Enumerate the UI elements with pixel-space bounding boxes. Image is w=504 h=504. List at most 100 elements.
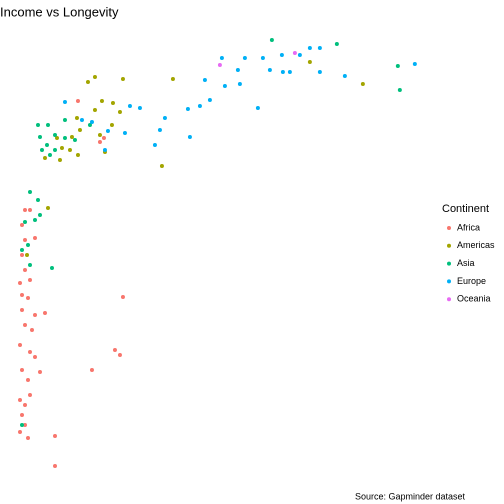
point bbox=[217, 63, 222, 67]
point bbox=[19, 223, 24, 227]
caption: Source: Gapminder dataset bbox=[355, 491, 466, 501]
point bbox=[162, 116, 167, 120]
point bbox=[97, 133, 102, 137]
point bbox=[99, 99, 104, 103]
point bbox=[22, 403, 27, 407]
point bbox=[49, 266, 54, 270]
point bbox=[102, 148, 107, 152]
point bbox=[25, 243, 30, 247]
point bbox=[207, 98, 212, 102]
point bbox=[137, 106, 142, 110]
point bbox=[317, 46, 322, 50]
point bbox=[62, 100, 67, 104]
point bbox=[112, 348, 117, 352]
legend-swatch bbox=[447, 279, 451, 284]
point bbox=[22, 220, 27, 224]
point bbox=[19, 253, 24, 257]
point bbox=[105, 129, 110, 133]
point bbox=[117, 110, 122, 114]
legend-label: Europe bbox=[457, 276, 486, 286]
point bbox=[25, 378, 30, 382]
point bbox=[45, 206, 50, 210]
legend-label: Asia bbox=[457, 258, 475, 268]
point bbox=[17, 430, 22, 434]
point bbox=[62, 136, 67, 140]
point bbox=[35, 198, 40, 202]
point bbox=[37, 135, 42, 139]
point bbox=[24, 253, 29, 257]
point bbox=[170, 77, 175, 81]
point bbox=[85, 80, 90, 84]
point bbox=[17, 398, 22, 402]
point bbox=[159, 164, 164, 168]
point bbox=[222, 84, 227, 88]
point bbox=[69, 135, 74, 139]
point bbox=[397, 88, 402, 92]
point bbox=[297, 53, 302, 57]
point bbox=[27, 263, 32, 267]
point bbox=[42, 156, 47, 160]
point bbox=[27, 278, 32, 282]
point bbox=[19, 308, 24, 312]
point bbox=[267, 68, 272, 72]
point bbox=[255, 106, 260, 110]
point bbox=[19, 423, 24, 427]
point bbox=[19, 368, 24, 372]
point bbox=[27, 393, 32, 397]
legend-swatch bbox=[447, 243, 451, 248]
point bbox=[27, 190, 32, 194]
point bbox=[47, 153, 52, 157]
point bbox=[52, 464, 57, 468]
point bbox=[67, 148, 72, 152]
point bbox=[52, 434, 57, 438]
point bbox=[22, 423, 27, 427]
point bbox=[342, 74, 347, 78]
legend-label: Oceania bbox=[457, 294, 491, 304]
point bbox=[32, 355, 37, 359]
point bbox=[197, 104, 202, 108]
point bbox=[79, 118, 84, 122]
point bbox=[202, 78, 207, 82]
point bbox=[219, 56, 224, 60]
point bbox=[22, 208, 27, 212]
point bbox=[412, 62, 417, 66]
point bbox=[360, 82, 365, 86]
point bbox=[334, 42, 339, 46]
point bbox=[292, 51, 297, 55]
point bbox=[92, 108, 97, 112]
point bbox=[75, 99, 80, 103]
point bbox=[22, 238, 27, 242]
legend-label: Americas bbox=[457, 240, 495, 250]
point bbox=[235, 68, 240, 72]
point bbox=[279, 53, 284, 57]
point bbox=[74, 116, 79, 120]
point bbox=[27, 350, 32, 354]
point bbox=[92, 75, 97, 79]
point bbox=[280, 70, 285, 74]
point bbox=[260, 56, 265, 60]
point bbox=[75, 153, 80, 157]
point bbox=[19, 413, 24, 417]
point bbox=[307, 60, 312, 64]
point bbox=[39, 148, 44, 152]
point bbox=[185, 107, 190, 111]
point bbox=[32, 236, 37, 240]
point bbox=[269, 38, 274, 42]
point bbox=[120, 295, 125, 299]
point bbox=[307, 46, 312, 50]
legend-label: Africa bbox=[457, 222, 480, 232]
point bbox=[157, 128, 162, 132]
point bbox=[19, 293, 24, 297]
point bbox=[35, 123, 40, 127]
chart-title: Income vs Longevity bbox=[0, 4, 119, 19]
point bbox=[110, 101, 115, 105]
point bbox=[52, 133, 57, 137]
point bbox=[59, 146, 64, 150]
point bbox=[87, 123, 92, 127]
legend-swatch bbox=[447, 297, 451, 302]
point bbox=[54, 136, 59, 140]
point bbox=[22, 268, 27, 272]
point bbox=[19, 248, 24, 252]
point bbox=[77, 128, 82, 132]
point bbox=[120, 77, 125, 81]
